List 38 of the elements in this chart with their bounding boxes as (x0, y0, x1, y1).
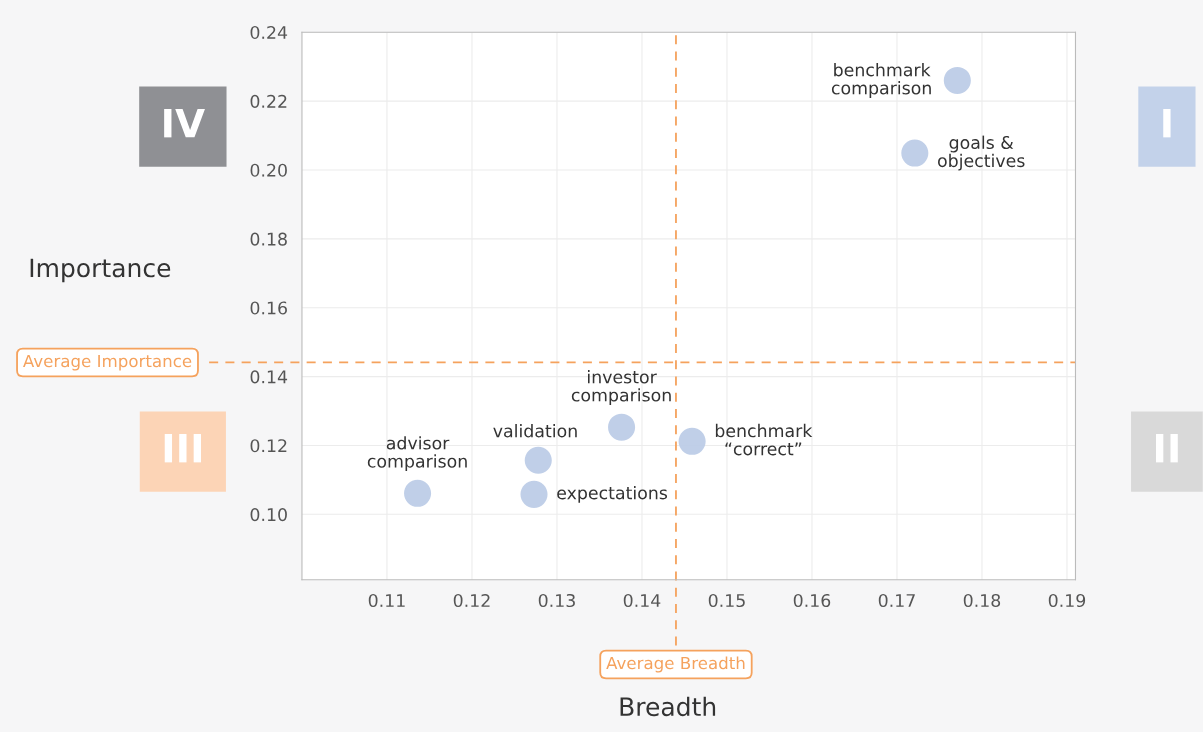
point (520, 480, 548, 508)
y-tick-label: 0.18 (250, 232, 287, 246)
ref-line-label: Average Importance (23, 354, 192, 371)
x-tick-label: 0.16 (793, 593, 831, 608)
ref-line-label: Average Breadth (606, 656, 745, 673)
x-tick-label: 0.13 (538, 593, 575, 608)
point (524, 446, 552, 474)
y-axis-title: Importance (30, 258, 171, 283)
y-tick-label: 0.12 (250, 439, 287, 453)
point (608, 413, 636, 441)
x-tick-label: 0.17 (878, 593, 915, 608)
x-tick-label: 0.15 (708, 593, 745, 608)
text: III (164, 434, 201, 463)
annotation: benchmark comparison (831, 62, 931, 98)
x-tick-label: 0.19 (1048, 593, 1086, 608)
annotation: investor comparison (571, 370, 671, 405)
point (404, 479, 432, 507)
x-tick-label: 0.11 (368, 593, 405, 608)
point (678, 427, 706, 455)
annotation: advisor comparison (367, 436, 467, 472)
y-tick-label: 0.20 (250, 163, 287, 177)
y-tick-label: 0.10 (250, 508, 287, 522)
text: I (1163, 109, 1171, 138)
annotation: validation (493, 424, 577, 438)
y-tick-label: 0.16 (250, 301, 287, 315)
y-tick-label: 0.22 (250, 94, 287, 108)
point (901, 139, 929, 167)
y-tick-label: 0.14 (250, 370, 288, 384)
annotation: goals & objectives (938, 135, 1025, 171)
text: IV (164, 109, 205, 138)
annotation: benchmark “correct” (715, 423, 813, 456)
x-tick-label: 0.12 (453, 593, 490, 608)
annotation: expectations (557, 485, 668, 503)
x-axis-title: Breadth (620, 696, 716, 717)
point (943, 66, 971, 94)
x-tick-label: 0.14 (623, 593, 661, 608)
y-tick-label: 0.24 (250, 25, 288, 40)
x-tick-label: 0.18 (963, 593, 1001, 608)
